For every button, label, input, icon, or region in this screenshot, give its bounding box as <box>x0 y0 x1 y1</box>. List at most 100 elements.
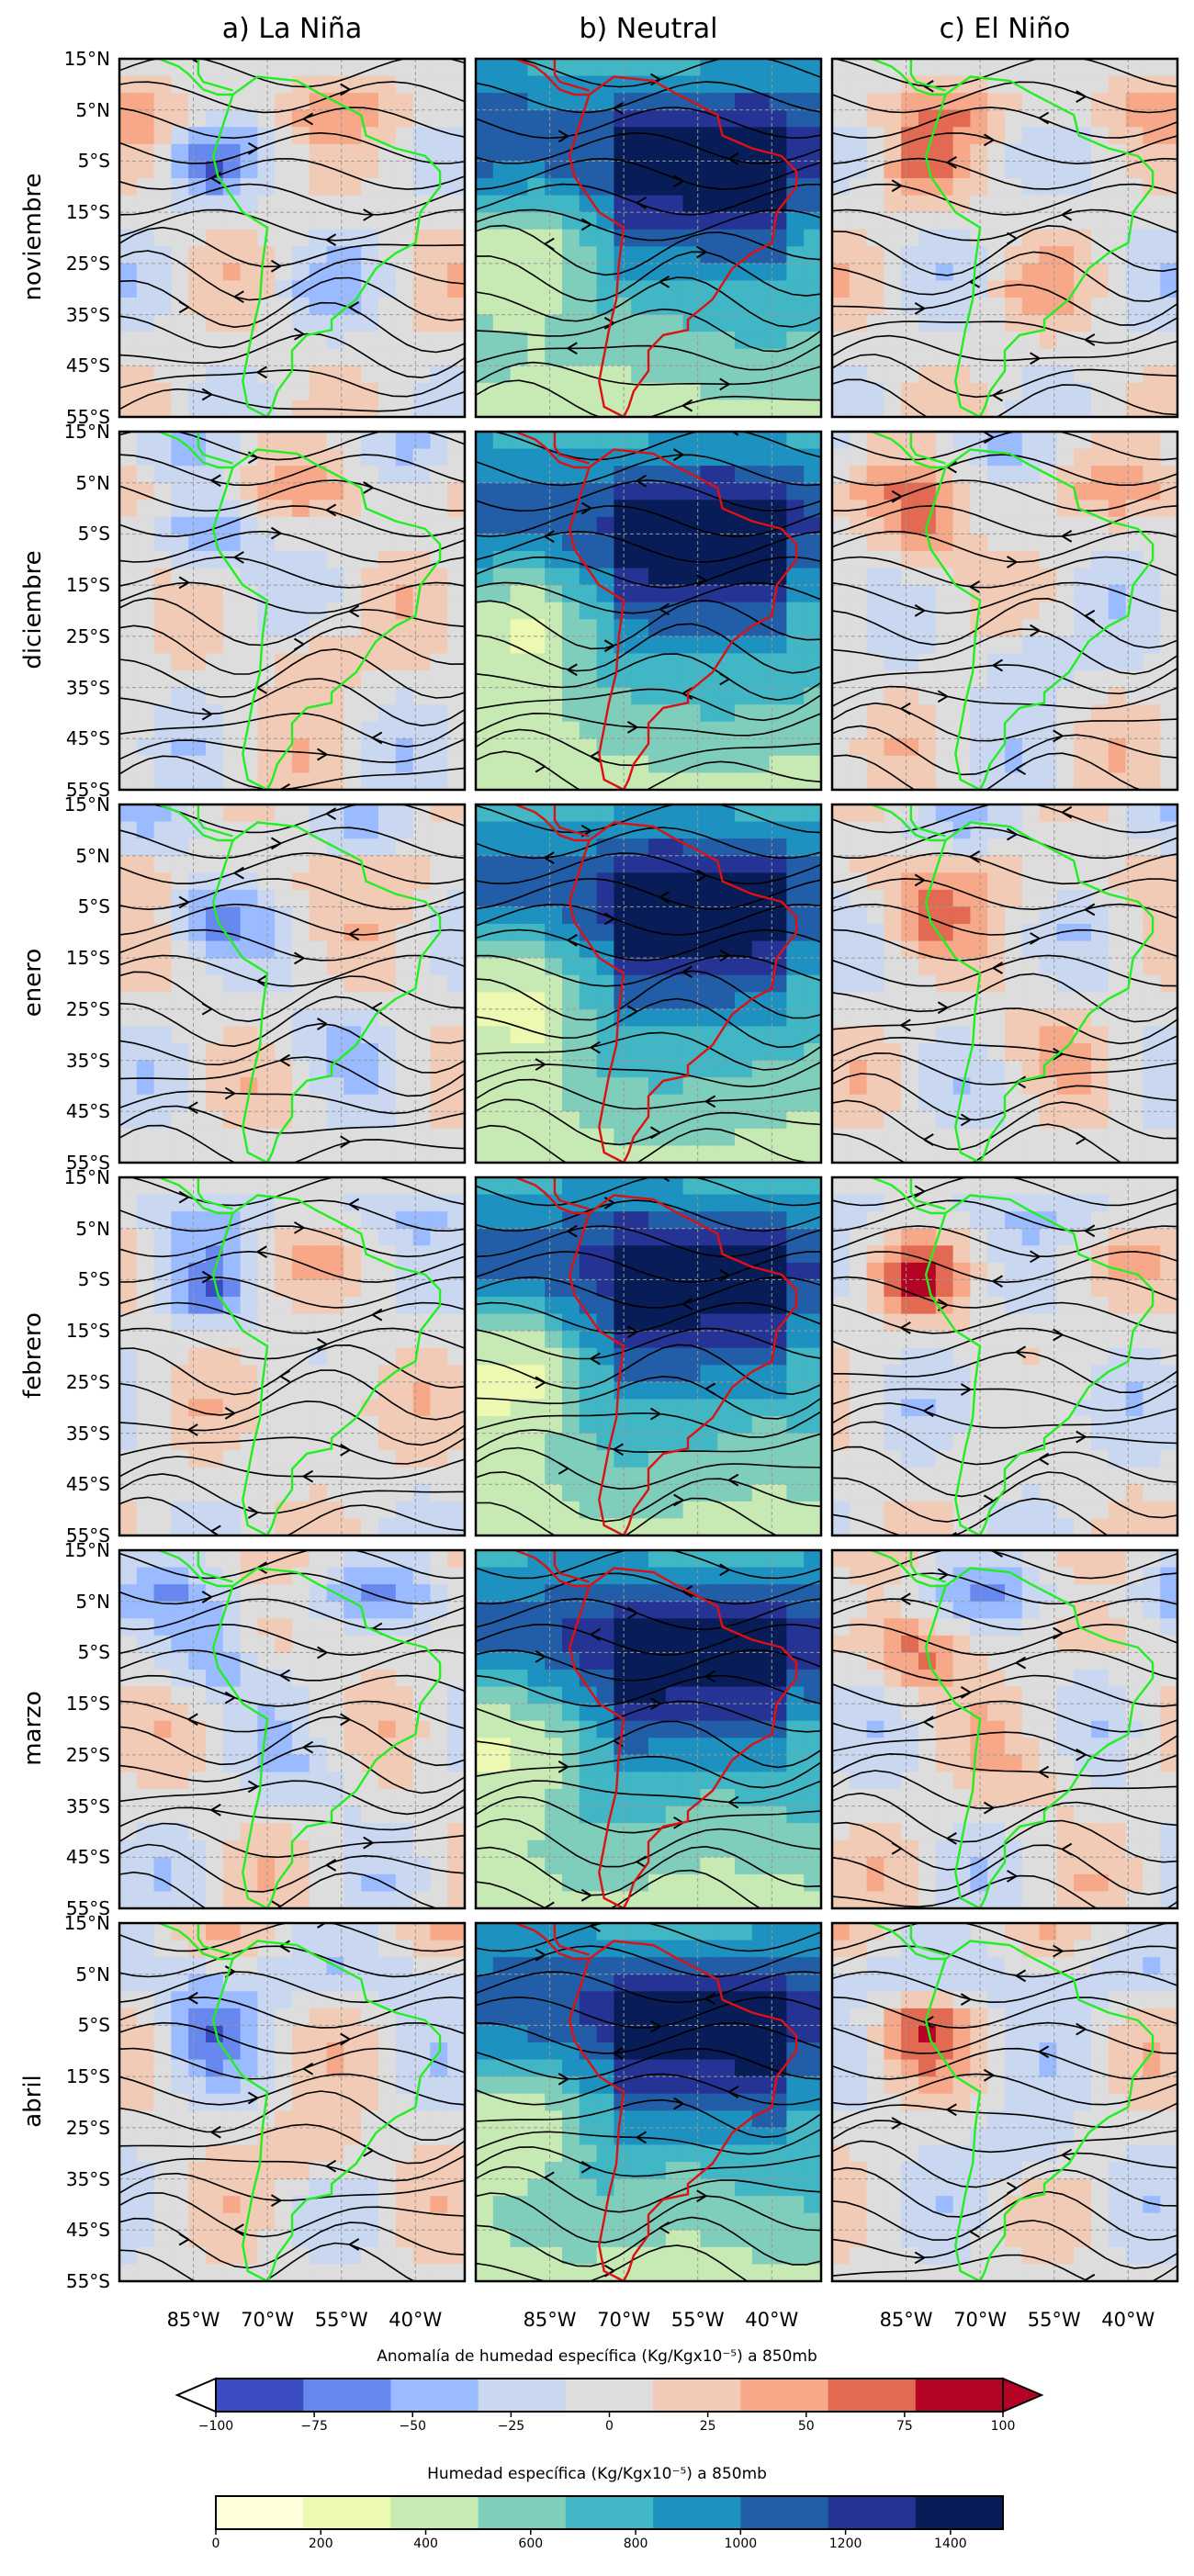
humidity-cell <box>510 348 529 367</box>
humidity-cell <box>935 59 954 77</box>
humidity-cell <box>188 1145 207 1163</box>
humidity-cell <box>682 348 702 367</box>
humidity-cell <box>700 924 719 942</box>
humidity-cell <box>665 619 684 637</box>
humidity-cell <box>510 1228 529 1247</box>
humidity-cell <box>1074 448 1092 467</box>
humidity-cell <box>378 1331 397 1349</box>
humidity-cell <box>1091 568 1110 587</box>
humidity-cell <box>987 212 1006 231</box>
humidity-cell <box>344 229 363 248</box>
humidity-cell <box>832 212 850 231</box>
humidity-cell <box>378 855 397 874</box>
humidity-cell <box>918 93 937 111</box>
humidity-cell <box>492 263 512 282</box>
humidity-cell <box>378 670 397 689</box>
humidity-cell <box>631 940 649 960</box>
humidity-cell <box>222 229 242 248</box>
humidity-cell <box>395 1177 414 1196</box>
humidity-cell <box>769 704 788 723</box>
humidity-cell <box>447 568 465 587</box>
humidity-cell <box>849 974 868 994</box>
humidity-cell <box>700 1128 719 1147</box>
humidity-cell <box>832 516 850 535</box>
humidity-cell <box>430 670 449 689</box>
humidity-cell <box>735 974 753 994</box>
streamline-arrow <box>1030 352 1041 366</box>
humidity-cell <box>804 755 821 774</box>
humidity-cell <box>970 314 989 333</box>
humidity-cell <box>527 1228 546 1247</box>
humidity-cell <box>935 1145 954 1163</box>
humidity-cell <box>430 432 449 450</box>
streamline <box>476 556 821 589</box>
humidity-cell <box>476 127 494 145</box>
coastline <box>194 59 233 92</box>
humidity-cell <box>119 1416 138 1434</box>
humidity-cell <box>309 602 328 621</box>
humidity-cell <box>849 1145 868 1163</box>
humidity-cell <box>476 1450 494 1468</box>
humidity-cell <box>292 1026 310 1044</box>
humidity-cell <box>631 1297 649 1315</box>
humidity-cell <box>476 1518 494 1535</box>
humidity-cell <box>206 872 224 891</box>
humidity-cell <box>1005 889 1023 908</box>
streamline <box>476 728 821 767</box>
humidity-cell <box>188 958 207 976</box>
humidity-cell <box>527 738 546 757</box>
humidity-cell <box>378 432 397 450</box>
humidity-cell <box>1160 399 1177 417</box>
humidity-cell <box>751 1313 771 1333</box>
streamline <box>119 1369 465 1421</box>
humidity-cell <box>804 889 821 908</box>
streamline-arrow <box>705 1095 716 1108</box>
humidity-cell <box>309 1450 328 1468</box>
humidity-cell <box>257 534 276 552</box>
humidity-cell <box>430 280 449 298</box>
humidity-cell <box>309 1381 328 1400</box>
humidity-cell <box>510 619 529 637</box>
humidity-cell <box>1021 466 1041 484</box>
humidity-cell <box>735 1094 753 1113</box>
humidity-cell <box>309 855 328 874</box>
humidity-cell <box>136 516 155 535</box>
humidity-cell <box>751 1177 771 1196</box>
humidity-cell <box>309 1313 328 1333</box>
humidity-cell <box>935 1077 954 1096</box>
humidity-cell <box>700 992 719 1010</box>
humidity-cell <box>665 93 684 111</box>
humidity-cell <box>292 482 310 501</box>
humidity-cell <box>970 721 989 740</box>
humidity-cell <box>326 1245 345 1264</box>
humidity-cell <box>884 1128 903 1147</box>
humidity-cell <box>344 670 363 689</box>
humidity-cell <box>510 1399 529 1417</box>
humidity-cell <box>326 1262 345 1281</box>
humidity-cell <box>884 366 903 384</box>
humidity-cell <box>171 958 190 976</box>
humidity-cell <box>171 1365 190 1383</box>
humidity-cell <box>832 670 850 689</box>
humidity-cell <box>1125 872 1144 891</box>
humidity-cell <box>717 1094 736 1113</box>
humidity-cell <box>378 1111 397 1130</box>
humidity-cell <box>136 940 155 960</box>
humidity-cell <box>119 466 138 484</box>
humidity-cell <box>682 1008 702 1028</box>
humidity-cell <box>447 1416 465 1434</box>
humidity-cell <box>1039 772 1058 790</box>
humidity-cell <box>970 1111 989 1130</box>
humidity-cell <box>361 670 379 689</box>
streamline <box>832 378 1177 417</box>
humidity-cell <box>935 838 954 857</box>
humidity-cell <box>918 721 937 740</box>
humidity-cell <box>735 721 753 740</box>
humidity-cell <box>665 1094 684 1113</box>
humidity-cell <box>361 755 379 774</box>
humidity-cell <box>717 755 736 774</box>
humidity-cell <box>832 75 850 95</box>
humidity-cell <box>987 568 1006 587</box>
streamline-arrow <box>719 377 730 391</box>
humidity-cell <box>735 1297 753 1315</box>
